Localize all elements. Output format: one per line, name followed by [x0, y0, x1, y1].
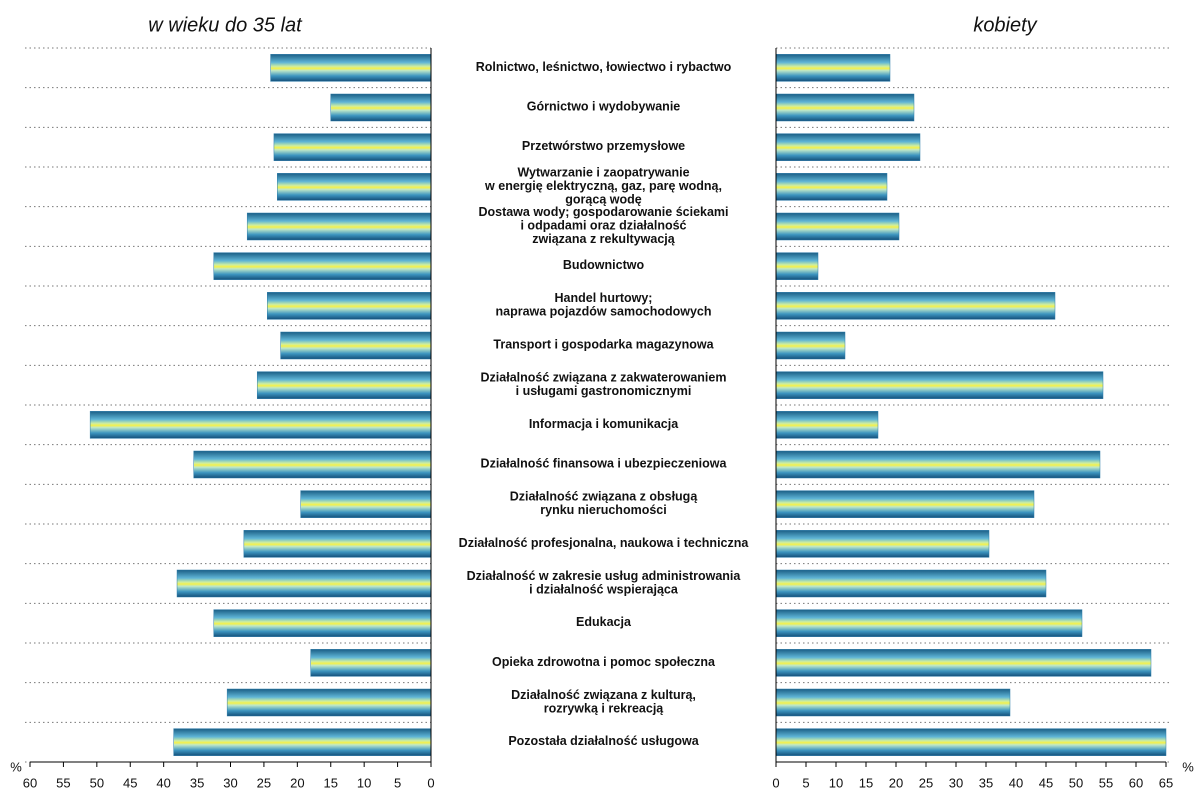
x-tick-label: 30 — [223, 775, 237, 790]
bar — [775, 450, 1101, 479]
category-label: Działalność związana z zakwaterowaniem i … — [481, 371, 727, 399]
bar — [775, 173, 888, 201]
x-tick-label: 35 — [979, 775, 993, 790]
x-tick-label: 65 — [1159, 775, 1173, 790]
category-label: Transport i gospodarka magazynowa — [493, 338, 714, 352]
category-label: Przetwórstwo przemysłowe — [522, 139, 685, 153]
category-label: Działalność w zakresie usług administrow… — [467, 569, 742, 597]
category-label: Pozostała działalność usługowa — [508, 734, 699, 748]
bar — [775, 252, 819, 280]
x-tick-label: 0 — [427, 775, 434, 790]
category-label: Działalność związana z kulturą, rozrywką … — [511, 688, 696, 716]
bar — [173, 728, 432, 756]
x-tick-label: 20 — [889, 775, 903, 790]
bar — [775, 569, 1047, 598]
bar — [775, 54, 891, 82]
bar — [246, 212, 432, 241]
category-label: Budownictwo — [563, 258, 645, 272]
x-tick-label: 45 — [123, 775, 137, 790]
category-label: Informacja i komunikacja — [529, 417, 679, 431]
category-label: Działalność związana z obsługą rynku nier… — [510, 490, 699, 517]
x-tick-label: 40 — [156, 775, 170, 790]
bar — [775, 93, 915, 122]
category-label: Dostawa wody; gospodarowanie ściekami i o… — [478, 205, 728, 246]
bar — [775, 411, 879, 439]
x-tick-label: 10 — [829, 775, 843, 790]
x-tick-label: 50 — [1069, 775, 1083, 790]
x-tick-label: 40 — [1009, 775, 1023, 790]
bar — [267, 292, 432, 320]
category-label: Górnictwo i wydobywanie — [527, 100, 681, 114]
category-label: Handel hurtowy; naprawa pojazdów samochod… — [495, 291, 711, 319]
x-tick-label: 50 — [90, 775, 104, 790]
bar — [89, 411, 432, 439]
x-tick-label: 55 — [1099, 775, 1113, 790]
bar — [176, 569, 432, 598]
x-tick-label: 30 — [949, 775, 963, 790]
x-tick-label: 5 — [802, 775, 809, 790]
bar — [270, 54, 432, 82]
bar — [775, 371, 1104, 399]
category-label: Rolnictwo, leśnictwo, łowiectwo i rybact… — [476, 60, 732, 74]
x-tick-label: 0 — [772, 775, 779, 790]
category-label: Działalność profesjonalna, naukowa i tec… — [459, 536, 750, 550]
bar — [213, 252, 432, 280]
x-tick-label: 35 — [190, 775, 204, 790]
bar — [775, 688, 1011, 717]
category-label: Działalność finansowa i ubezpieczeniowa — [481, 457, 728, 471]
bar — [256, 371, 432, 399]
bar — [775, 490, 1035, 518]
category-label: Opieka zdrowotna i pomoc społeczna — [492, 655, 716, 669]
bar — [775, 133, 921, 161]
right-title: kobiety — [973, 14, 1037, 36]
category-label: Wytwarzanie i zaopatrywanie w energię ele… — [484, 166, 722, 207]
bar — [280, 331, 432, 360]
bar — [775, 649, 1152, 677]
bar — [775, 728, 1167, 756]
x-tick-label: 25 — [919, 775, 933, 790]
x-tick-label: 45 — [1039, 775, 1053, 790]
bar — [243, 530, 432, 558]
bar — [775, 609, 1083, 637]
x-tick-label: 25 — [257, 775, 271, 790]
left-title: w wieku do 35 lat — [148, 14, 303, 36]
axis-unit: % — [1182, 759, 1194, 774]
x-tick-label: 5 — [394, 775, 401, 790]
x-tick-label: 20 — [290, 775, 304, 790]
bar — [310, 649, 432, 677]
bar — [300, 490, 432, 518]
bar — [273, 133, 432, 161]
x-tick-label: 15 — [859, 775, 873, 790]
bar — [193, 450, 432, 479]
bar — [226, 688, 432, 717]
bar — [775, 292, 1056, 320]
bar — [330, 93, 432, 122]
bar — [775, 530, 990, 558]
bar — [775, 212, 900, 241]
bar — [775, 331, 846, 360]
category-label: Edukacja — [576, 615, 632, 629]
x-tick-label: 15 — [324, 775, 338, 790]
x-tick-label: 10 — [357, 775, 371, 790]
x-tick-label: 55 — [56, 775, 70, 790]
x-tick-label: 60 — [1129, 775, 1143, 790]
x-tick-label: 60 — [23, 775, 37, 790]
bar — [213, 609, 432, 637]
bar — [277, 173, 432, 201]
axis-unit: % — [10, 759, 22, 774]
